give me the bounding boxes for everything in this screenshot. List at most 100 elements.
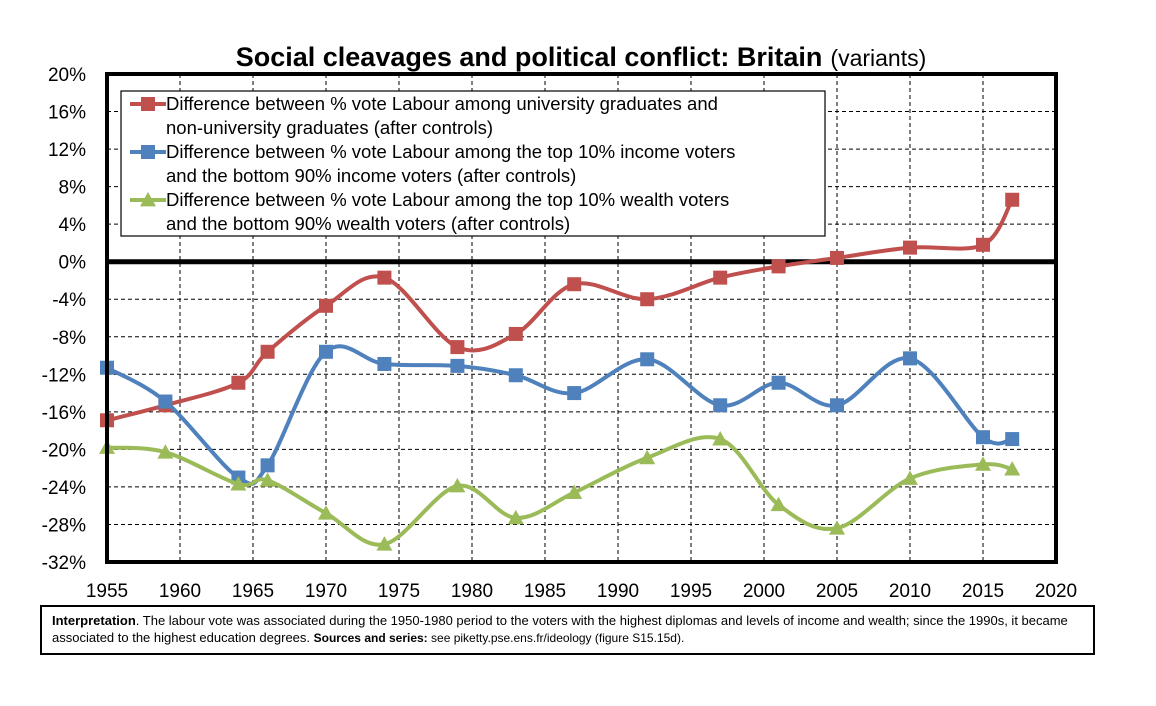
data-point-wealth [975, 456, 991, 471]
data-point-wealth [376, 536, 393, 551]
legend-label-wealth: and the bottom 90% wealth voters (after … [166, 213, 570, 234]
data-point-income [640, 352, 655, 367]
series-education [100, 192, 1020, 428]
x-tick-label: 1990 [597, 581, 639, 602]
x-tick-label: 2010 [889, 581, 931, 602]
sources-label: Sources and series: [313, 631, 428, 645]
series-line-education [106, 198, 1014, 423]
note-label: Interpretation [52, 613, 136, 628]
data-point-education [377, 270, 392, 285]
data-point-wealth [566, 484, 583, 499]
series-wealth [99, 431, 1021, 551]
y-tick-label: -24% [42, 478, 86, 499]
plot-frame [105, 72, 1058, 564]
legend-box [120, 90, 826, 237]
data-point-education [260, 344, 275, 359]
y-tick-label: -28% [42, 515, 86, 536]
data-point-income [976, 430, 990, 445]
series-line-wealth [106, 435, 1013, 547]
y-tick-label: -16% [42, 403, 86, 424]
data-point-education [567, 277, 582, 292]
x-tick-label: 1975 [378, 581, 420, 602]
data-point-education [319, 298, 333, 313]
legend-marker-education [141, 97, 155, 111]
data-point-wealth [902, 470, 918, 485]
data-point-income [158, 394, 173, 409]
chart-title-group: Social cleavages and political conflict:… [236, 42, 927, 72]
data-point-education [640, 292, 655, 307]
x-axis-ticks: 1955 1960 1965 1970 1975 1980 1985 1990 1995 2000… [86, 581, 1077, 602]
data-point-education [771, 259, 786, 274]
data-point-education [1005, 192, 1020, 207]
series-group [99, 192, 1021, 551]
data-point-income [771, 375, 786, 390]
x-tick-label: 1970 [305, 581, 347, 602]
sources-text: see piketty.pse.ens.fr/ideology (figure … [427, 631, 685, 645]
x-tick-label: 1985 [524, 581, 566, 602]
y-tick-label: -8% [52, 328, 86, 349]
data-point-income [830, 398, 844, 413]
series-line-income [105, 344, 1013, 486]
data-point-wealth [712, 431, 729, 446]
legend: Difference between % vote Labour among u… [120, 90, 826, 237]
y-tick-label: 16% [48, 103, 86, 124]
chart-title: Social cleavages and political conflict:… [236, 42, 823, 72]
data-point-income [1005, 432, 1020, 447]
data-point-education [450, 340, 465, 355]
interpretation-note: Interpretation. The labour vote was asso… [40, 605, 1095, 655]
x-tick-label: 2015 [962, 581, 1004, 602]
legend-marker-income [141, 145, 155, 159]
legend-label-education: Difference between % vote Labour among u… [166, 93, 718, 114]
data-point-wealth [829, 520, 845, 535]
data-point-education [976, 237, 990, 252]
chart-subtitle: (variants) [830, 45, 926, 71]
data-point-wealth [318, 505, 334, 520]
data-point-income [319, 344, 333, 359]
data-point-income [713, 398, 728, 413]
data-point-education [903, 240, 917, 255]
y-axis-ticks: 20% 16% 12% 8% 4% 0% -4% -8% -12% -16% -20% -24% -28… [42, 65, 86, 574]
legend-label-education: non-university graduates (after controls… [166, 117, 493, 138]
data-point-wealth [507, 509, 524, 525]
data-point-wealth [259, 472, 276, 487]
data-point-wealth [449, 477, 466, 493]
data-point-income [260, 458, 275, 473]
data-point-income [377, 356, 392, 371]
data-point-income [450, 358, 465, 373]
data-point-education [231, 375, 246, 390]
y-tick-label: -4% [52, 290, 86, 311]
y-tick-label: 8% [59, 178, 87, 199]
legend-marker-wealth [140, 192, 156, 207]
x-tick-label: 1960 [159, 581, 201, 602]
data-point-education [713, 270, 728, 285]
y-tick-label: -12% [42, 365, 86, 386]
x-tick-label: 2000 [743, 581, 785, 602]
data-point-education [508, 326, 523, 341]
legend-label-wealth: Difference between % vote Labour among t… [166, 189, 729, 210]
x-tick-label: 2020 [1035, 581, 1077, 602]
legend-label-income: and the bottom 90% income voters (after … [166, 165, 576, 186]
legend-label-income: Difference between % vote Labour among t… [166, 141, 735, 162]
y-tick-label: 0% [59, 253, 87, 274]
note-text: . The labour vote was associated during … [52, 613, 1068, 645]
data-point-income [903, 351, 917, 366]
data-point-education [830, 250, 844, 265]
x-tick-label: 1980 [451, 581, 493, 602]
y-tick-label: -32% [42, 553, 86, 574]
data-point-wealth [770, 496, 787, 512]
series-income [100, 344, 1020, 486]
x-tick-label: 1955 [86, 581, 128, 602]
x-tick-label: 1965 [232, 581, 274, 602]
data-point-income [508, 368, 523, 383]
y-tick-label: -20% [42, 440, 86, 461]
data-point-wealth [230, 476, 247, 491]
data-point-income [567, 386, 582, 401]
data-point-wealth [639, 449, 656, 465]
y-tick-label: 12% [48, 140, 86, 161]
y-tick-label: 20% [48, 65, 86, 86]
y-tick-label: 4% [59, 215, 87, 236]
data-point-wealth [157, 444, 174, 459]
data-point-wealth [1004, 461, 1021, 476]
x-tick-label: 2005 [816, 581, 858, 602]
